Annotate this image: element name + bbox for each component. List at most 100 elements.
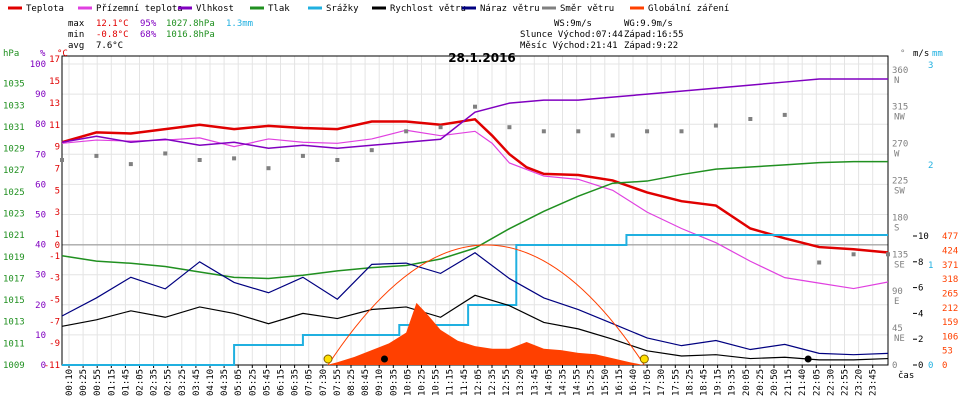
tick-label-time: 08:25 xyxy=(347,369,357,396)
series-direction-point xyxy=(197,158,202,162)
tick-label-direction: 135 xyxy=(892,250,908,260)
tick-label-compass: NW xyxy=(894,113,905,123)
tick-label-time: 22:05 xyxy=(812,369,822,396)
tick-label-time: 17:30 xyxy=(657,369,667,396)
tick-label-time: 10:05 xyxy=(403,369,413,396)
tick-label-celsius: 11 xyxy=(49,121,60,131)
tick-label-time: 14:55 xyxy=(573,369,583,396)
tick-label-time: 18:25 xyxy=(685,369,695,396)
series-line xyxy=(61,160,888,280)
tick-label-time: 00:55 xyxy=(93,369,103,396)
series-direction-point xyxy=(886,252,890,257)
chart-title: 28.1.2016 xyxy=(448,51,516,65)
legend-label: Směr větru xyxy=(560,4,614,14)
tick-label-time: 13:20 xyxy=(516,369,526,396)
tick-label-time: 19:15 xyxy=(714,369,724,396)
tick-label-time: 06:35 xyxy=(291,369,301,396)
stats-sun-set: Západ:16:55 xyxy=(624,30,684,40)
stats-min-label: min xyxy=(68,30,84,40)
series-direction-point xyxy=(473,104,477,109)
tick-label-time: 20:05 xyxy=(742,369,752,396)
tick-label-celsius: -11 xyxy=(44,361,60,371)
tick-label-hpa: 1031 xyxy=(3,123,25,133)
series-direction-point xyxy=(128,162,133,167)
tick-label-pct: 40 xyxy=(35,241,46,251)
series-direction-point xyxy=(163,151,168,156)
series-line xyxy=(61,294,889,361)
tick-label-hpa: 1009 xyxy=(3,361,25,371)
stats-max-rain: 1.3mm xyxy=(226,19,253,29)
tick-label-celsius: 5 xyxy=(55,186,60,196)
tick-label-time: 21:15 xyxy=(784,369,794,396)
series-radiation-area xyxy=(327,302,644,365)
stats-sun-rise: Slunce Východ:07:44 xyxy=(520,30,623,40)
sunset-marker xyxy=(639,354,649,364)
stats-avg-temp: 7.6°C xyxy=(96,41,123,51)
tick-label-celsius: -7 xyxy=(49,317,60,327)
axis-unit-rain: mm xyxy=(932,49,943,59)
series-direction-point xyxy=(679,129,684,134)
series-direction-point xyxy=(94,153,99,158)
tick-label-compass: SW xyxy=(894,187,905,197)
tick-label-hpa: 1035 xyxy=(3,80,25,90)
tick-label-compass: W xyxy=(894,150,900,160)
tick-label-direction: 315 xyxy=(892,103,908,113)
sun-path-arc xyxy=(327,244,645,366)
tick-label-pct: 100 xyxy=(30,60,46,70)
tick-label-rain: 1 xyxy=(928,261,933,271)
tick-label-time: 15:25 xyxy=(587,369,597,396)
tick-label-time: 20:50 xyxy=(770,369,780,396)
tick-label-celsius: -9 xyxy=(49,339,60,349)
stats-min-temp: -0.8°C xyxy=(96,30,129,40)
legend: Teplota Přízemní teplota Vlhkost Tlak Srážky… xyxy=(8,4,729,14)
tick-label-time: 17:55 xyxy=(671,369,681,396)
tick-label-radiation: 424 xyxy=(942,247,958,257)
tick-label-direction: 180 xyxy=(892,213,908,223)
tick-label-time: 10:55 xyxy=(432,369,442,396)
tick-label-hpa: 1025 xyxy=(3,188,25,198)
legend-label: Tlak xyxy=(268,4,290,14)
tick-label-wind: 0 xyxy=(918,361,923,371)
moonset-marker xyxy=(380,355,388,363)
tick-label-pct: 80 xyxy=(35,120,46,130)
series-direction-point xyxy=(335,158,340,162)
axis-unit-wind: m/s xyxy=(913,49,929,59)
tick-label-time: 16:40 xyxy=(629,369,639,396)
tick-label-wind: 6 xyxy=(918,284,923,294)
series-line xyxy=(61,252,889,356)
tick-label-time: 05:05 xyxy=(234,369,244,396)
tick-label-wind: 10 xyxy=(918,232,929,242)
tick-label-direction: 225 xyxy=(892,177,908,187)
series-direction-point xyxy=(541,129,546,134)
legend-label: Srážky xyxy=(326,4,359,14)
tick-label-time: 23:20 xyxy=(855,369,865,396)
axis-unit-celsius: °C xyxy=(57,49,68,59)
tick-label-time: 01:45 xyxy=(121,369,131,396)
stats-avg-label: avg xyxy=(68,41,84,51)
tick-label-hpa: 1029 xyxy=(3,145,25,155)
tick-label-pct: 90 xyxy=(35,90,46,100)
series-direction-point xyxy=(576,129,581,134)
tick-label-radiation: 53 xyxy=(942,347,953,357)
tick-label-time: 03:45 xyxy=(192,369,202,396)
stats-min-hum: 68% xyxy=(140,30,157,40)
series-direction-point xyxy=(851,252,856,257)
tick-label-celsius: 7 xyxy=(55,164,60,174)
tick-label-celsius: 9 xyxy=(55,143,60,153)
tick-label-compass: SE xyxy=(894,260,905,270)
series-layer xyxy=(60,78,890,366)
tick-label-time: 10:25 xyxy=(418,369,428,396)
tick-label-celsius: -5 xyxy=(49,295,60,305)
tick-label-direction: 0 xyxy=(892,361,897,371)
tick-label-time: 05:45 xyxy=(262,369,272,396)
plot-frame xyxy=(61,55,889,366)
tick-label-time: 00:10 xyxy=(65,369,75,396)
series-direction-point xyxy=(404,129,409,134)
axis-ticks: 1009101110131015101710191021102310251027… xyxy=(3,55,958,396)
tick-label-hpa: 1017 xyxy=(3,274,25,284)
tick-label-pct: 60 xyxy=(35,180,46,190)
stats-max-hum: 95% xyxy=(140,19,157,29)
tick-label-compass: N xyxy=(894,76,899,86)
series-line xyxy=(61,129,889,290)
stats-max-temp: 12.1°C xyxy=(96,19,129,29)
